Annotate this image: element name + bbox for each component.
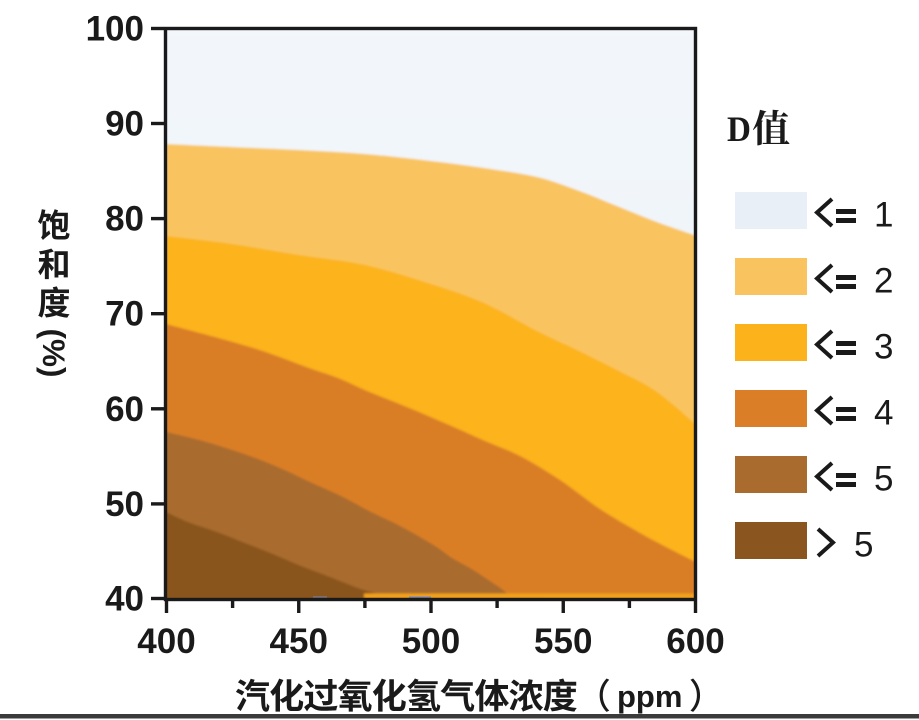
svg-text:5: 5 [874,460,893,499]
svg-text:60: 60 [105,390,144,429]
svg-text:3: 3 [874,328,893,367]
svg-text:50: 50 [105,485,144,524]
svg-text:90: 90 [105,105,144,144]
svg-text:ppm: ppm [617,679,682,714]
svg-text:500: 500 [402,622,460,661]
svg-text:80: 80 [105,200,144,239]
svg-text:600: 600 [666,622,724,661]
svg-text:(%): (%) [36,329,72,378]
svg-text:1: 1 [874,196,893,235]
svg-text:400: 400 [137,622,195,661]
svg-text:2: 2 [874,262,893,301]
svg-text:40: 40 [105,580,144,619]
svg-text:100: 100 [86,10,144,49]
svg-text:5: 5 [854,526,873,565]
svg-text:4: 4 [874,394,893,433]
svg-text:70: 70 [105,295,144,334]
svg-text:D: D [727,110,751,150]
svg-text:450: 450 [270,622,328,661]
svg-text:550: 550 [534,622,592,661]
